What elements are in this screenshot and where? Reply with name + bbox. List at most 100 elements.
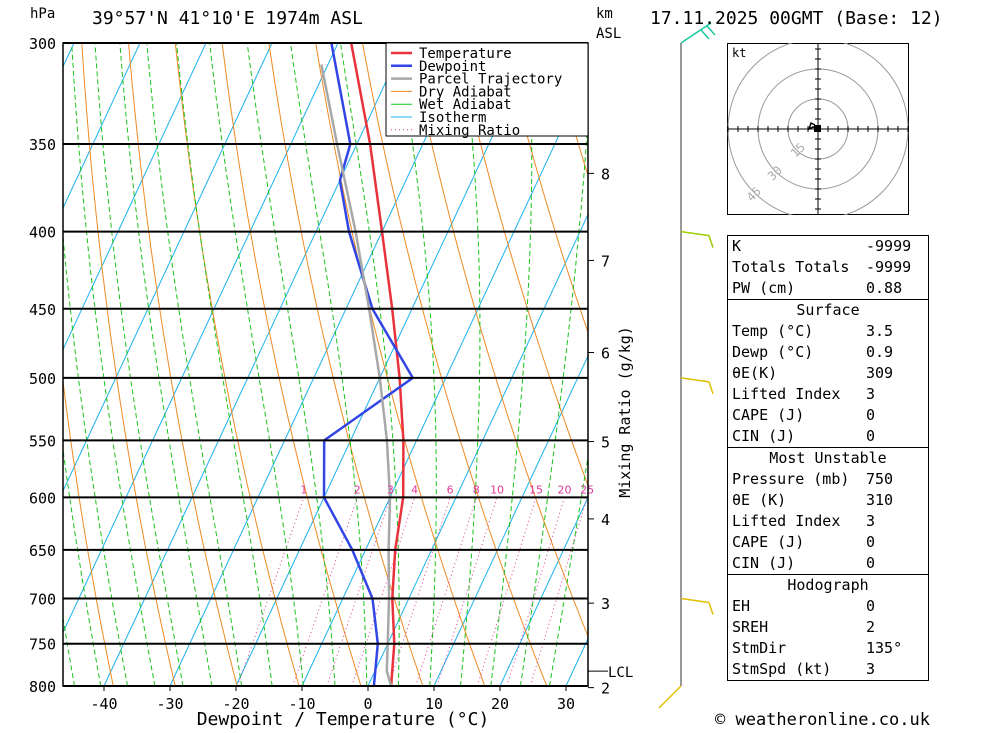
legend-label: Mixing Ratio [419,123,520,139]
axes: 1 2 3 4 6 8 10 15 20 25 300 350 400 450 500 550 600 650 7 0… [29,22,716,730]
location-title: 39°57'N 41°10'E 1974m ASL [92,8,363,29]
x-tick-label: 20 [491,695,509,713]
mixing-ratio-label: 20 [558,483,572,496]
isotherm-line [63,43,273,493]
indices-table: K -9999 Totals Totals -9999 PW (cm) 0.88 Su… [727,235,929,681]
lcl-label: LCL [608,665,633,681]
isotherm-line [433,354,588,686]
dry-adiabat-line [128,43,238,686]
wind-barb [658,685,682,709]
mixing-ratio-line [476,497,537,686]
wet-adiabat-line [397,43,437,686]
surface-thetae-row: θE(K) 309 [732,364,894,382]
pressure-tick-label: 500 [29,370,56,388]
hodograph-block: Hodograph EH 0 SREH 2 StmDir 135° StmSpd (k… [728,574,928,680]
profile-parcel-trajectory [320,64,393,687]
wet-adiabat-line [246,43,336,686]
wet-adiabat-line [460,43,481,686]
sreh-row: SREH 2 [732,618,876,636]
hodograph-unit: kt [732,46,746,60]
pressure-tick-label: 550 [29,432,56,450]
surface-cin-row: CIN (J) 0 [732,427,876,445]
pressure-tick-label: 650 [29,542,56,560]
isotherm-line [63,43,339,634]
wet-adiabat-line [290,43,368,686]
wet-adiabat-line [176,43,273,686]
mixing-ratio-line [436,497,498,686]
pressure-tick-label: 350 [29,136,56,154]
wind-barb [680,377,714,395]
mixing-ratio-label: 3 [387,483,394,496]
most-unstable-block: Most Unstable Pressure (mb) 750 θE (K) 310… [728,447,928,574]
pressure-tick-label: 600 [29,489,56,507]
dry-adiabat-line [455,43,588,488]
eh-row: EH 0 [732,597,876,615]
wet-adiabat-line [94,43,184,686]
hodograph: kt 15 30 45 [727,43,909,215]
x-axis-title: Dewpoint / Temperature (°C) [197,709,490,730]
mixing-ratio-label: 6 [447,483,454,496]
surface-li-row: Lifted Index 3 [732,385,876,403]
pressure-tick-label: 450 [29,301,56,319]
mixing-ratio-label: 4 [411,483,418,496]
x-tick-label: 0 [363,695,372,713]
legend-label: Dry Adiabat [419,84,512,100]
dry-adiabat-line [502,43,588,334]
asl-unit-label: ASL [596,26,622,42]
isotherm-line [499,496,588,686]
legend-label: Wet Adiabat [419,97,512,113]
pressure-tick-label: 400 [29,224,56,242]
mixing-ratio-line [529,497,588,686]
surface-dewp-row: Dewp (°C) 0.9 [732,343,894,361]
km-tick-label: 3 [601,595,610,613]
km-tick-label: 6 [601,344,610,362]
mixing-ratio-label: 25 [580,483,594,496]
x-tick-label: -10 [288,695,315,713]
mixing-ratio-line [506,497,566,686]
stmspd-row: StmSpd (kt) 3 [732,660,876,678]
pressure-tick-label: 300 [29,35,56,53]
km-tick-label: 8 [601,165,610,183]
tt-row: Totals Totals -9999 [732,258,912,276]
km-tick-label: 7 [601,252,610,270]
hodograph-title: Hodograph [787,576,869,594]
mu-thetae-row: θE (K) 310 [732,491,894,509]
mixing-ratio-label: 15 [529,483,543,496]
mixing-ratio-line [415,497,477,686]
mixing-ratio-label: 1 [300,483,307,496]
x-tick-label: -20 [222,695,249,713]
pressure-tick-label: 800 [29,678,56,696]
surface-temp-row: Temp (°C) 3.5 [732,322,894,340]
isotherm-line [63,43,207,351]
pressure-tick-label: 750 [29,636,56,654]
hodograph-storm-marker [814,125,821,132]
hpa-unit-label: hPa [30,6,56,22]
mixing-ratio-label: 10 [490,483,504,496]
legend-label: Isotherm [419,110,486,126]
wet-adiabat-line [519,110,588,686]
dry-adiabat-line [924,43,1000,686]
most-unstable-title: Most Unstable [769,449,887,467]
legend-label: Temperature [419,46,512,62]
surface-block: Surface Temp (°C) 3.5 Dewp (°C) 0.9 θE(K) 3… [728,299,928,447]
profile-dewpoint [322,42,415,687]
isotherm-line [103,43,405,686]
mixing-ratio-label: 2 [354,483,361,496]
surface-cape-row: CAPE (J) 0 [732,406,876,424]
legend-label: Dewpoint [419,59,486,75]
dry-adiabat-line [971,43,1000,686]
wet-adiabat-line [340,43,400,686]
wet-adiabat-line [209,43,304,686]
isotherm-line [367,213,588,686]
pw-row: PW (cm) 0.88 [732,279,903,297]
mu-cape-row: CAPE (J) 0 [732,533,876,551]
km-tick-label: 5 [601,434,610,452]
km-unit-label: km [596,6,613,22]
surface-title: Surface [796,301,860,319]
km-tick-label: 4 [601,511,610,529]
mixing-ratio-label: 8 [473,483,480,496]
datetime-title: 17.11.2025 00GMT (Base: 12) [650,8,943,29]
isotherm-line [169,43,471,686]
hodograph-ticks [727,48,909,210]
